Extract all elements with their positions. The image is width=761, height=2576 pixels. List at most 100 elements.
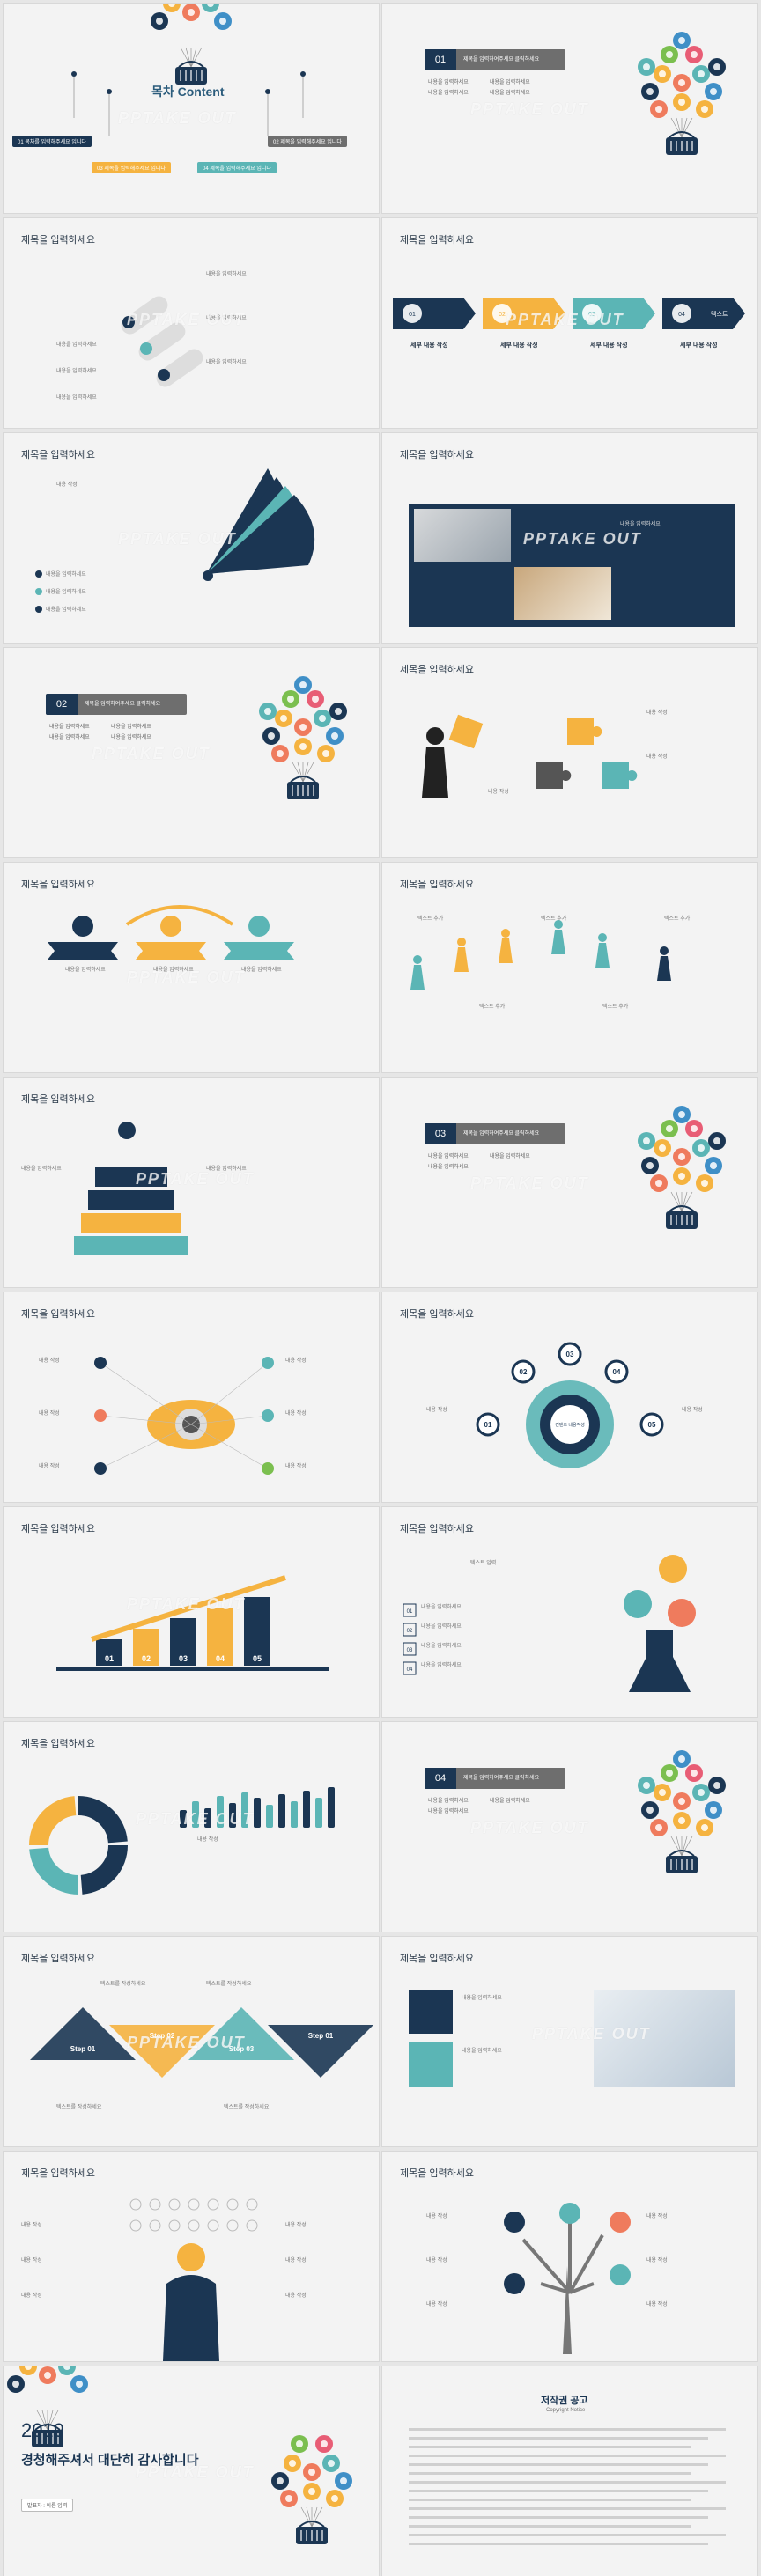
photo-text-slide[interactable]: 제목을 입력하세요 내용을 입력하세요 PPTAKE OUT	[382, 433, 757, 643]
cycle-node	[511, 1359, 536, 1384]
text-line	[409, 2499, 691, 2501]
stack-layers-slide[interactable]: 제목을 입력하세요 내용을 입력하세요 내용을 입력하세요 PPTAKE OUT	[4, 1078, 379, 1287]
tree-icon	[504, 2212, 525, 2233]
lab-flask-slide[interactable]: 제목을 입력하세요 01 02 03 04 내용을 입력하세요 내용을 입력하세요 내용을 입…	[382, 1507, 757, 1717]
cycle-number: 02	[520, 1368, 528, 1376]
slide-graphic	[94, 1357, 274, 1475]
small-icon	[226, 2198, 239, 2211]
section-label: 제목을 입력하여주세요 클릭하세요	[463, 1776, 540, 1781]
bar	[291, 1801, 298, 1828]
slide-title: 제목을 입력하세요	[400, 1309, 475, 1320]
bubble-icon	[710, 1807, 717, 1814]
hub-cycle-slide[interactable]: 제목을 입력하세요 컨텐츠 내용작성 01 02 03 04 05 내용 작성 내용 작성	[382, 1292, 757, 1502]
donut-segment	[80, 1844, 128, 1895]
arrow-process-slide[interactable]: 제목을 입력하세요 01 세부 내용 작성 02 세부 내용 작성 03 세부 내용 작성 0…	[382, 218, 757, 428]
toc-item[interactable]: 02 제목을 입력해주세요 입니다	[268, 136, 347, 147]
slide-title: 제목을 입력하세요	[400, 1524, 475, 1535]
closing-slide[interactable]: 2019 경청해주셔서 대단히 감사합니다 발표자 : 이름 입력 PPTAKE OU…	[4, 2366, 379, 2576]
bubble-icon	[710, 1162, 717, 1169]
section-slide-02[interactable]: 02 제목을 입력하여주세요 클릭하세요 내용을 입력하세요 내용을 입력하세요 내용을…	[4, 648, 379, 857]
section-number: 01	[425, 49, 456, 70]
bubble-icon	[713, 1137, 720, 1144]
tree-caption: 내용 작성	[426, 2302, 447, 2307]
small-icon	[188, 2219, 200, 2232]
silhouette-jump-slide[interactable]: 제목을 입력하세요 텍스트 추가 텍스트 추가 텍스트 추가 텍스트 추가 텍스트 추가	[382, 863, 757, 1072]
step-chart-slide[interactable]: 제목을 입력하세요 01 02 03 04 05 PPTAKE OUT	[4, 1507, 379, 1717]
text-line	[409, 2437, 708, 2440]
section-slide-03[interactable]: 03 제목을 입력하여주세요 클릭하세요 내용을 입력하세요 내용을 입력하세요 내용을…	[382, 1078, 757, 1287]
pill-tabs-slide[interactable]: 제목을 입력하세요 내용을 입력하세요 내용을 입력하세요 내용을 입력하세요 내용을 …	[4, 218, 379, 428]
ribbon-icons-slide[interactable]: 제목을 입력하세요 내용을 입력하세요 내용을 입력하세요 내용을 입력하세요 PPTA…	[4, 863, 379, 1072]
step-text: 텍스트를 작성하세요	[224, 2105, 270, 2110]
small-icon	[246, 2198, 258, 2211]
slide-graphic	[71, 4, 306, 136]
slide-graphic: 01 02 03 04	[403, 1555, 696, 1692]
watermark: PPTAKE OUT	[470, 1174, 589, 1192]
toc-item[interactable]: 01 목차를 입력해주세요 입니다	[12, 136, 92, 147]
slide-graphic	[638, 1106, 726, 1229]
list-text: 내용을 입력하세요	[421, 1663, 462, 1668]
puzzle-slide[interactable]: 제목을 입력하세요 내용 작성 내용 작성 내용 작성	[382, 648, 757, 857]
toc-slide[interactable]: 목차 Content 01 목차를 입력해주세요 입니다 02 제목을 입력해주세요…	[4, 4, 379, 213]
pill-caption: 내용을 입력하세요	[56, 342, 97, 348]
bubble-icon	[666, 1770, 673, 1777]
bar	[266, 1805, 273, 1828]
cycle-node	[558, 1342, 582, 1366]
slide-graphic	[74, 1122, 188, 1255]
copyright-slide[interactable]: 저작권 공고 Copyright Notice	[382, 2366, 757, 2576]
tree-slide[interactable]: 제목을 입력하세요 내용 작성 내용 작성 내용 작성 내용 작성 내용 작성 내용 작성	[382, 2152, 757, 2361]
arrow-number: 04	[678, 312, 685, 318]
person-caption: 텍스트 추가	[417, 916, 444, 922]
step-number: 01	[105, 1654, 114, 1663]
text-line	[409, 2507, 726, 2510]
step-label: Step 03	[229, 2045, 255, 2053]
eye-diagram-slide[interactable]: 제목을 입력하세요 내용 작성 내용 작성 내용 작성 내용 작성 내용 작성 내용 작성	[4, 1292, 379, 1502]
node-caption: 내용 작성	[39, 1358, 60, 1364]
section-slide-04[interactable]: 04 제목을 입력하여주세요 클릭하세요 내용을 입력하세요 내용을 입력하세요 내용을…	[382, 1722, 757, 1932]
slide-title: 제목을 입력하세요	[400, 450, 475, 460]
bubble-icon	[268, 732, 275, 740]
section-item: 내용을 입력하세요	[428, 91, 469, 96]
bubble-icon	[698, 1144, 705, 1152]
bar	[241, 1792, 248, 1828]
bubble-icon	[678, 1173, 685, 1180]
donut-bars-slide[interactable]: 제목을 입력하세요 내용 작성 PPTAKE OUT	[4, 1722, 379, 1932]
trend-arrow	[91, 1575, 286, 1642]
step-zigzag-slide[interactable]: 제목을 입력하세요 Step 01 Step 02 Step 03 Step 01 텍스트…	[4, 1937, 379, 2146]
bubble-icon	[646, 88, 654, 95]
node-circle	[94, 1357, 107, 1369]
bubble-icon	[299, 724, 307, 731]
section-slide-01[interactable]: 01 제목을 입력하여주세요 클릭하세요 내용을 입력하세요 내용을 입력하세요 내용을…	[382, 4, 757, 213]
closing-title: 경청해주셔서 대단히 감사합니다	[21, 2453, 199, 2468]
fan-chart-slide[interactable]: 제목을 입력하세요 내용 작성 내용을 입력하세요 내용을 입력하세요 내용을 입력하세…	[4, 433, 379, 643]
step-label: Step 01	[70, 2045, 96, 2053]
arrow-last-label: 텍스트	[711, 310, 728, 318]
fan-blade	[206, 495, 315, 574]
ribbon-caption: 내용을 입력하세요	[65, 968, 106, 973]
slide-title: 제목을 입력하세요	[21, 2168, 96, 2179]
person-body-icon	[422, 747, 448, 798]
person-icons-slide[interactable]: 제목을 입력하세요 내용 작성 내용 작성 내용 작성 내용 작성 내용 작성 내용 작성	[4, 2152, 379, 2361]
stack-layer	[74, 1236, 188, 1255]
copyright-subtitle: Copyright Notice	[546, 2408, 586, 2413]
watermark: PPTAKE OUT	[118, 109, 237, 127]
puzzle-caption: 내용 작성	[646, 710, 668, 716]
watermark: PPTAKE OUT	[136, 1810, 255, 1828]
flask-icon	[629, 1630, 691, 1692]
person-caption: 텍스트 추가	[664, 916, 691, 922]
text-line	[409, 2455, 726, 2457]
slide-graphic	[422, 714, 638, 798]
slide-title: 제목을 입력하세요	[21, 880, 96, 890]
section-number: 04	[425, 1768, 456, 1789]
bubble-icon	[655, 1824, 662, 1831]
bubble-icon	[299, 743, 307, 750]
bubble-icon	[12, 2381, 19, 2388]
bubble-icon	[691, 1125, 698, 1132]
bar	[315, 1798, 322, 1828]
step-triangle	[109, 2025, 215, 2078]
toc-item[interactable]: 04 제목을 입력해주세요 입니다	[197, 162, 277, 173]
watermark: PPTAKE OUT	[470, 100, 589, 118]
icon-rows-slide[interactable]: 제목을 입력하세요 내용을 입력하세요 내용을 입력하세요 PPTAKE OUT	[382, 1937, 757, 2146]
toc-item[interactable]: 03 제목을 입력해주세요 입니다	[92, 162, 171, 173]
pill-caption: 내용을 입력하세요	[56, 395, 97, 401]
